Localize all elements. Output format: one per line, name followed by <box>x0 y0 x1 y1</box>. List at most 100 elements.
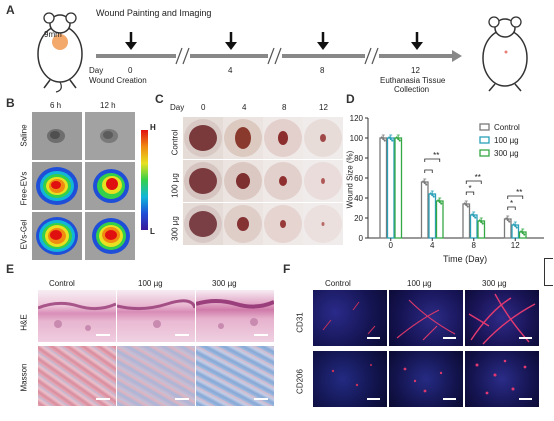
timeline-day-0: 0 <box>128 66 133 75</box>
scale-bar <box>254 398 268 400</box>
c-photo <box>223 117 263 159</box>
panel-a-letter: A <box>6 3 15 17</box>
x-tick-label: 0 <box>389 241 394 250</box>
data-point <box>382 137 385 141</box>
sig-label: * <box>468 184 471 193</box>
data-point <box>472 214 475 218</box>
data-point <box>437 199 440 202</box>
scale-bar <box>443 398 456 400</box>
legend-label: 300 µg <box>494 149 519 158</box>
scale-bar <box>367 337 380 339</box>
data-point <box>478 219 481 222</box>
y-tick-label: 20 <box>354 214 363 223</box>
data-point <box>463 202 466 205</box>
c-photo <box>183 160 223 202</box>
data-point <box>515 226 518 229</box>
data-point <box>425 183 428 186</box>
f-cd206-300ug <box>465 351 539 407</box>
data-point <box>397 137 400 141</box>
b-image-free-6h <box>32 162 82 210</box>
b-time-12h: 12 h <box>100 101 116 110</box>
timeline-day-12: 12 <box>411 66 420 75</box>
timeline-day-label: Day <box>89 66 104 75</box>
scale-bar <box>96 398 110 400</box>
c-photo <box>303 160 343 202</box>
scale-bar <box>519 337 532 339</box>
scale-bar <box>175 398 189 400</box>
panel-f-letter: F <box>283 262 291 276</box>
sig-bracket <box>424 169 433 173</box>
bar <box>394 137 403 239</box>
b-colorbar-high: H <box>150 123 156 132</box>
data-point <box>506 218 509 222</box>
e-masson-300ug <box>196 346 274 406</box>
timeline-day-4: 4 <box>228 66 233 75</box>
c-photo <box>263 203 303 245</box>
e-masson-100ug <box>117 346 195 406</box>
y-tick-label: 80 <box>354 154 363 163</box>
bar <box>428 193 437 239</box>
c-day-0: 0 <box>201 103 206 112</box>
bar <box>469 214 478 239</box>
legend-swatch <box>479 123 490 131</box>
bar <box>386 137 395 239</box>
legend-label: 100 µg <box>494 136 519 145</box>
bar <box>435 200 444 239</box>
y-tick-label: 40 <box>354 194 363 203</box>
c-photo <box>183 203 223 245</box>
d-xlabel: Time (Day) <box>443 254 488 264</box>
legend-label: Control <box>494 123 520 132</box>
e-he-300ug <box>196 290 274 342</box>
c-photo <box>263 117 303 159</box>
panel-c-letter: C <box>155 92 164 106</box>
b-image-saline-6h <box>32 112 82 160</box>
sig-bracket <box>465 191 475 195</box>
b-image-gel-12h <box>85 212 135 260</box>
x-tick-label: 12 <box>511 241 520 250</box>
sig-bracket <box>507 206 516 210</box>
x-tick-label: 4 <box>430 241 435 250</box>
e-masson-control <box>38 346 116 406</box>
data-point <box>523 233 526 236</box>
c-day-label: Day <box>170 103 185 112</box>
f-row-cd31: CD31 <box>295 312 305 333</box>
data-point <box>431 193 434 197</box>
timeline-day-8: 8 <box>320 66 325 75</box>
f-col-control: Control <box>325 279 351 288</box>
sig-label: ** <box>516 188 522 197</box>
c-day-12: 12 <box>319 103 328 112</box>
scale-bar <box>443 337 456 339</box>
f-cd31-control <box>313 290 387 346</box>
f-cd31-300ug <box>465 290 539 346</box>
data-point <box>512 223 515 226</box>
e-col-control: Control <box>49 279 75 288</box>
data-point <box>383 139 386 142</box>
scale-bar <box>519 398 532 400</box>
bar <box>379 137 388 239</box>
f-cd206-control <box>313 351 387 407</box>
e-row-he: H&E <box>19 314 29 331</box>
data-point <box>521 231 524 235</box>
y-tick-label: 0 <box>359 234 364 243</box>
c-photo <box>303 203 343 245</box>
bar <box>420 181 429 239</box>
legend-swatch <box>479 149 490 157</box>
sig-bracket <box>507 195 524 199</box>
data-point <box>481 222 484 225</box>
f-col-300ug: 300 µg <box>482 279 507 288</box>
sig-label: ** <box>475 173 481 182</box>
c-photo <box>223 160 263 202</box>
data-point <box>423 181 426 185</box>
data-point <box>380 136 383 139</box>
c-photo <box>183 117 223 159</box>
f-col-100ug: 100 µg <box>407 279 432 288</box>
f-row-cd206: CD206 <box>295 369 305 394</box>
data-point <box>465 203 468 207</box>
data-point <box>514 224 517 228</box>
b-colorbar-low: L <box>150 227 155 236</box>
euthanasia-label-2: Collection <box>394 85 430 94</box>
c-photo <box>263 160 303 202</box>
f-cd31-100ug <box>389 290 463 346</box>
data-point <box>398 139 401 142</box>
